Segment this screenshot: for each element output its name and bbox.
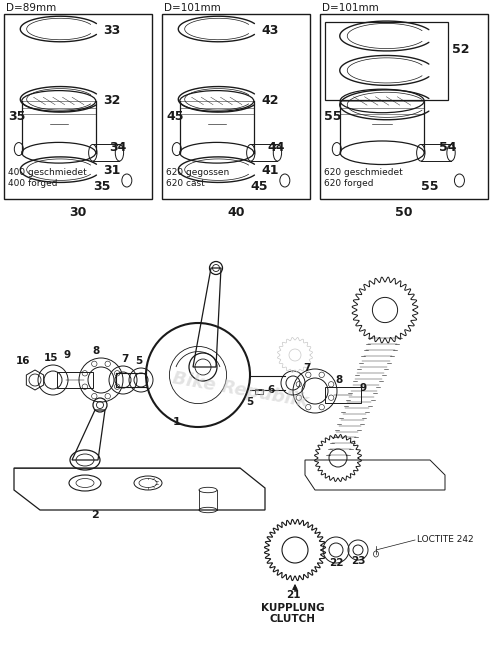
Text: Bike Republik: Bike Republik [171,369,309,411]
Text: 21: 21 [286,590,300,600]
Bar [4,14,152,199]
Text: 40: 40 [227,205,245,219]
Text: D=89mm: D=89mm [6,3,56,13]
Text: 32: 32 [103,94,121,107]
Text: 50: 50 [395,205,413,219]
Text: LOCTITE 242: LOCTITE 242 [417,536,474,544]
Text: 45: 45 [166,110,184,123]
Text: 400 geschmiedet: 400 geschmiedet [8,168,87,177]
Text: 620 gegossen: 620 gegossen [166,168,229,177]
Text: 22: 22 [329,558,343,568]
Text: 34: 34 [109,141,126,154]
Text: 43: 43 [261,23,278,37]
Bar [320,14,488,199]
Text: 54: 54 [439,141,457,154]
Text: 400 forged: 400 forged [8,179,58,188]
Bar [325,387,361,403]
Text: 30: 30 [69,205,87,219]
Text: D=101mm: D=101mm [322,3,379,13]
Text: 6: 6 [267,385,274,395]
Text: 8: 8 [336,375,342,385]
Text: 41: 41 [261,164,278,177]
Text: 52: 52 [452,43,469,56]
Text: 8: 8 [92,346,99,356]
Text: 35: 35 [93,179,110,193]
Bar [162,14,310,199]
Text: 7: 7 [303,363,310,373]
Text: CLUTCH: CLUTCH [270,614,316,624]
Text: 9: 9 [360,383,367,393]
Text: 45: 45 [251,179,268,193]
Text: 620 cast: 620 cast [166,179,205,188]
Text: 15: 15 [44,353,58,363]
Text: 620 forged: 620 forged [324,179,373,188]
Text: 31: 31 [103,164,121,177]
Text: KUPPLUNG: KUPPLUNG [261,603,325,613]
Text: 55: 55 [324,110,341,123]
Text: 16: 16 [16,356,30,366]
Bar [325,22,448,99]
Text: 2: 2 [91,510,99,520]
Text: 5: 5 [135,356,143,366]
Text: 35: 35 [8,110,26,123]
Text: 23: 23 [351,556,365,566]
Text: 44: 44 [267,141,284,154]
Bar [57,372,93,388]
Text: 620 geschmiedet: 620 geschmiedet [324,168,403,177]
Text: 7: 7 [122,354,129,364]
Text: 1: 1 [173,417,181,427]
Bar [255,389,263,394]
Text: D=101mm: D=101mm [164,3,221,13]
Text: 42: 42 [261,94,278,107]
Text: 33: 33 [103,23,121,37]
Text: 5: 5 [246,397,253,407]
Text: 55: 55 [421,179,438,193]
Text: 9: 9 [63,350,70,360]
